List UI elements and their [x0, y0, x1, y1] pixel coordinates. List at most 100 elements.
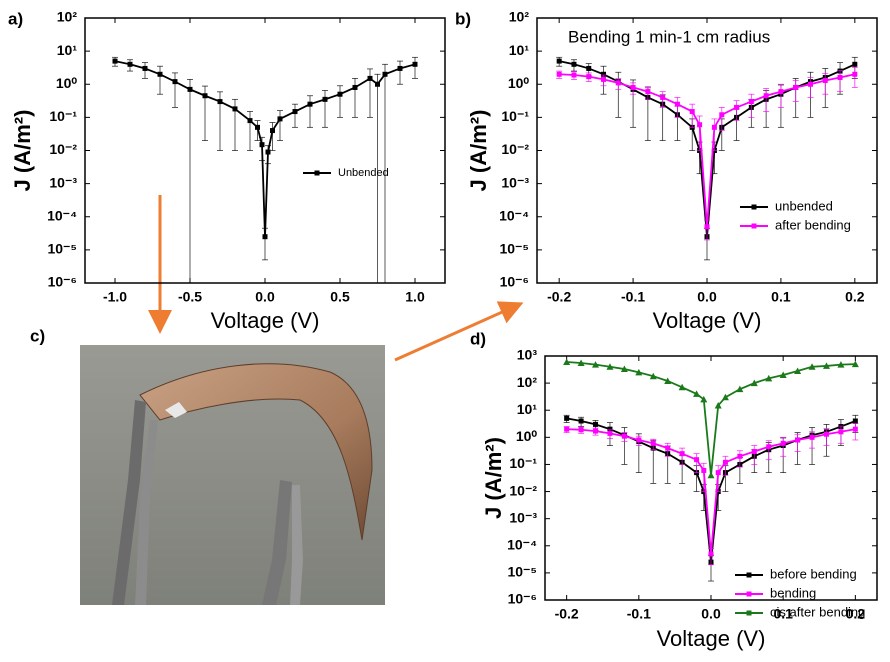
- legend-label: after bending: [775, 217, 851, 232]
- marker: [665, 445, 671, 451]
- marker: [592, 361, 600, 368]
- marker: [721, 393, 729, 401]
- y-tick-label: 10³: [517, 347, 538, 363]
- marker: [708, 551, 714, 557]
- marker: [606, 363, 614, 370]
- x-axis-title: Voltage (V): [211, 308, 320, 333]
- marker: [292, 109, 298, 115]
- marker: [593, 428, 599, 434]
- x-tick-label: 0.1: [771, 289, 791, 305]
- plot-area: [556, 56, 858, 261]
- marker: [620, 365, 628, 373]
- marker: [809, 434, 815, 440]
- legend-label: before bending: [770, 566, 857, 581]
- y-tick-label: 10⁻⁶: [508, 591, 537, 607]
- y-tick-label: 10⁻⁵: [507, 564, 537, 580]
- marker: [852, 71, 858, 77]
- marker: [607, 426, 613, 432]
- y-tick-label: 10¹: [517, 401, 538, 417]
- x-tick-label: -1.0: [103, 289, 127, 305]
- marker: [232, 106, 238, 112]
- legend-marker: [751, 223, 757, 229]
- y-tick-label: 10⁻¹: [49, 108, 77, 124]
- y-tick-label: 10⁻¹: [501, 108, 529, 124]
- legend-marker: [746, 572, 752, 578]
- marker: [337, 91, 343, 97]
- marker: [852, 426, 858, 432]
- marker: [615, 80, 621, 86]
- x-axis-title: Voltage (V): [653, 308, 762, 333]
- marker: [112, 58, 118, 64]
- marker: [722, 459, 728, 465]
- y-tick-label: 10⁰: [508, 75, 530, 91]
- marker: [577, 359, 585, 367]
- marker: [127, 61, 133, 67]
- panel-label: b): [455, 9, 471, 28]
- marker: [352, 84, 358, 90]
- y-tick-label: 10²: [57, 9, 78, 25]
- legend-label: bending: [770, 585, 816, 600]
- marker: [766, 444, 772, 450]
- marker: [635, 368, 643, 376]
- panel-label: d): [470, 329, 486, 348]
- marker: [375, 81, 380, 87]
- legend-label: Unbended: [338, 167, 389, 179]
- plot-area: [563, 358, 859, 582]
- marker: [255, 124, 260, 130]
- y-tick-label: 10⁻⁴: [47, 207, 77, 223]
- marker: [621, 433, 627, 439]
- marker: [397, 65, 403, 71]
- marker: [172, 79, 178, 85]
- marker: [852, 418, 858, 424]
- y-tick-label: 10⁻³: [49, 174, 77, 190]
- legend-label: unbended: [775, 198, 833, 213]
- x-tick-label: 0.0: [701, 606, 721, 622]
- marker: [142, 65, 148, 71]
- y-tick-label: 10¹: [509, 42, 530, 58]
- arrow: [394, 301, 524, 362]
- marker: [586, 65, 592, 71]
- y-tick-label: 10¹: [57, 42, 78, 58]
- marker: [779, 371, 787, 378]
- marker: [556, 58, 562, 64]
- marker: [704, 224, 710, 230]
- marker: [571, 72, 577, 78]
- marker: [822, 362, 830, 369]
- marker: [564, 415, 570, 421]
- marker: [751, 449, 757, 455]
- marker: [697, 122, 703, 128]
- x-axis-title: Voltage (V): [657, 626, 766, 651]
- annotation: Bending 1 min-1 cm radius: [568, 27, 770, 46]
- marker: [714, 401, 722, 409]
- marker: [693, 390, 701, 397]
- marker: [678, 383, 686, 391]
- marker: [578, 427, 584, 433]
- y-tick-label: 10⁰: [516, 428, 538, 444]
- marker: [270, 128, 275, 134]
- marker: [808, 363, 816, 370]
- marker: [630, 84, 636, 90]
- marker: [736, 385, 744, 393]
- x-tick-label: -0.2: [555, 606, 579, 622]
- marker: [277, 116, 283, 122]
- marker: [382, 71, 388, 77]
- legend-label: cis after bending: [770, 604, 865, 619]
- marker: [715, 470, 721, 476]
- marker: [217, 99, 223, 105]
- marker: [202, 93, 208, 99]
- y-tick-label: 10⁻¹: [509, 455, 537, 471]
- marker: [586, 74, 592, 80]
- marker: [822, 77, 828, 83]
- marker: [711, 124, 717, 130]
- marker: [601, 71, 607, 77]
- marker: [571, 61, 577, 67]
- legend-marker: [746, 591, 752, 597]
- marker: [674, 101, 680, 107]
- x-tick-label: -0.5: [178, 289, 202, 305]
- photo: [80, 345, 385, 605]
- y-tick-label: 10⁻⁶: [500, 274, 529, 290]
- marker: [578, 418, 584, 424]
- marker: [262, 234, 268, 240]
- x-tick-label: 0.2: [845, 289, 865, 305]
